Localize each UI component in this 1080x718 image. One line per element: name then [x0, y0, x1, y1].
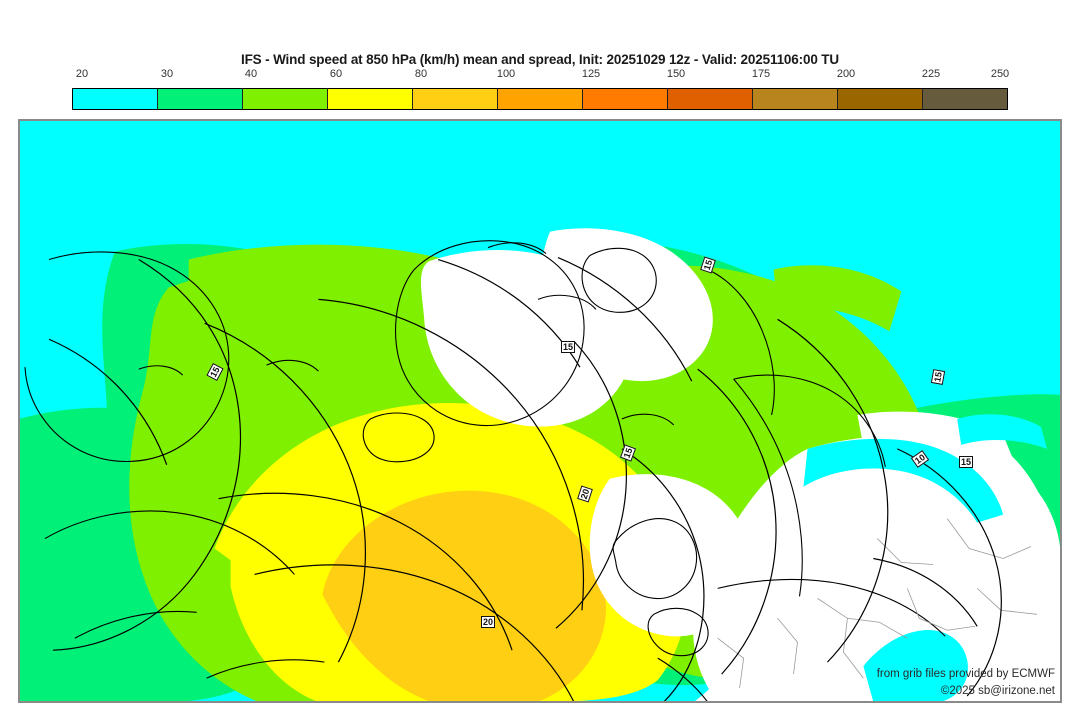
contour-label-15-6: 15: [959, 456, 974, 468]
colorbar-tick-4: 80: [414, 68, 428, 80]
colorbar-tick-7: 150: [666, 68, 686, 80]
colorbar-tick-3: 60: [329, 68, 343, 80]
colorbar-tick-labels: 20 30 40 60 80 100 125 150 175 200 225 2…: [0, 68, 1080, 84]
contour-label-15-4: 15: [561, 341, 576, 353]
colorbar-segment-125-150: [583, 89, 668, 109]
europe-cyan-patches: [803, 414, 1048, 702]
attribution-source: from grib files provided by ECMWF: [876, 668, 1055, 680]
colorbar-segments: [72, 88, 1008, 110]
weather-map-canvas[interactable]: [19, 120, 1061, 702]
colorbar-segment-20-30: [73, 89, 158, 109]
colorbar-tick-6: 125: [581, 68, 601, 80]
colorbar-segment-40-60: [243, 89, 328, 109]
colorbar-tick-10: 225: [921, 68, 941, 80]
colorbar-segment-175-200: [753, 89, 838, 109]
colorbar-segment-200-225: [838, 89, 923, 109]
contour-label-20-8: 20: [481, 616, 496, 628]
contour-label-15-7: 15: [930, 369, 946, 385]
colorbar-segment-225-250: [923, 89, 1007, 109]
colorbar: [72, 88, 1008, 110]
colorbar-tick-9: 200: [836, 68, 856, 80]
colorbar-segment-60-80: [328, 89, 413, 109]
attribution-copyright: ©2025 sb@irizone.net: [940, 685, 1055, 697]
page-title: IFS - Wind speed at 850 hPa (km/h) mean …: [240, 52, 840, 67]
colorbar-tick-11: 250: [990, 68, 1010, 80]
spread-contours: [48, 256, 1002, 702]
colorbar-tick-2: 40: [244, 68, 258, 80]
coastlines: [24, 240, 946, 702]
colorbar-segment-100-125: [498, 89, 583, 109]
colorbar-segment-150-175: [668, 89, 753, 109]
colorbar-tick-8: 175: [751, 68, 771, 80]
colorbar-tick-1: 30: [160, 68, 174, 80]
colorbar-segment-30-40: [158, 89, 243, 109]
colorbar-tick-5: 100: [496, 68, 516, 80]
colorbar-segment-80-100: [413, 89, 498, 109]
map-frame[interactable]: 15 15 15 20 15 10 15 15 20 from grib files provi…: [18, 119, 1062, 703]
fill-band-80-100: [322, 490, 606, 702]
colorbar-tick-0: 20: [75, 68, 89, 80]
